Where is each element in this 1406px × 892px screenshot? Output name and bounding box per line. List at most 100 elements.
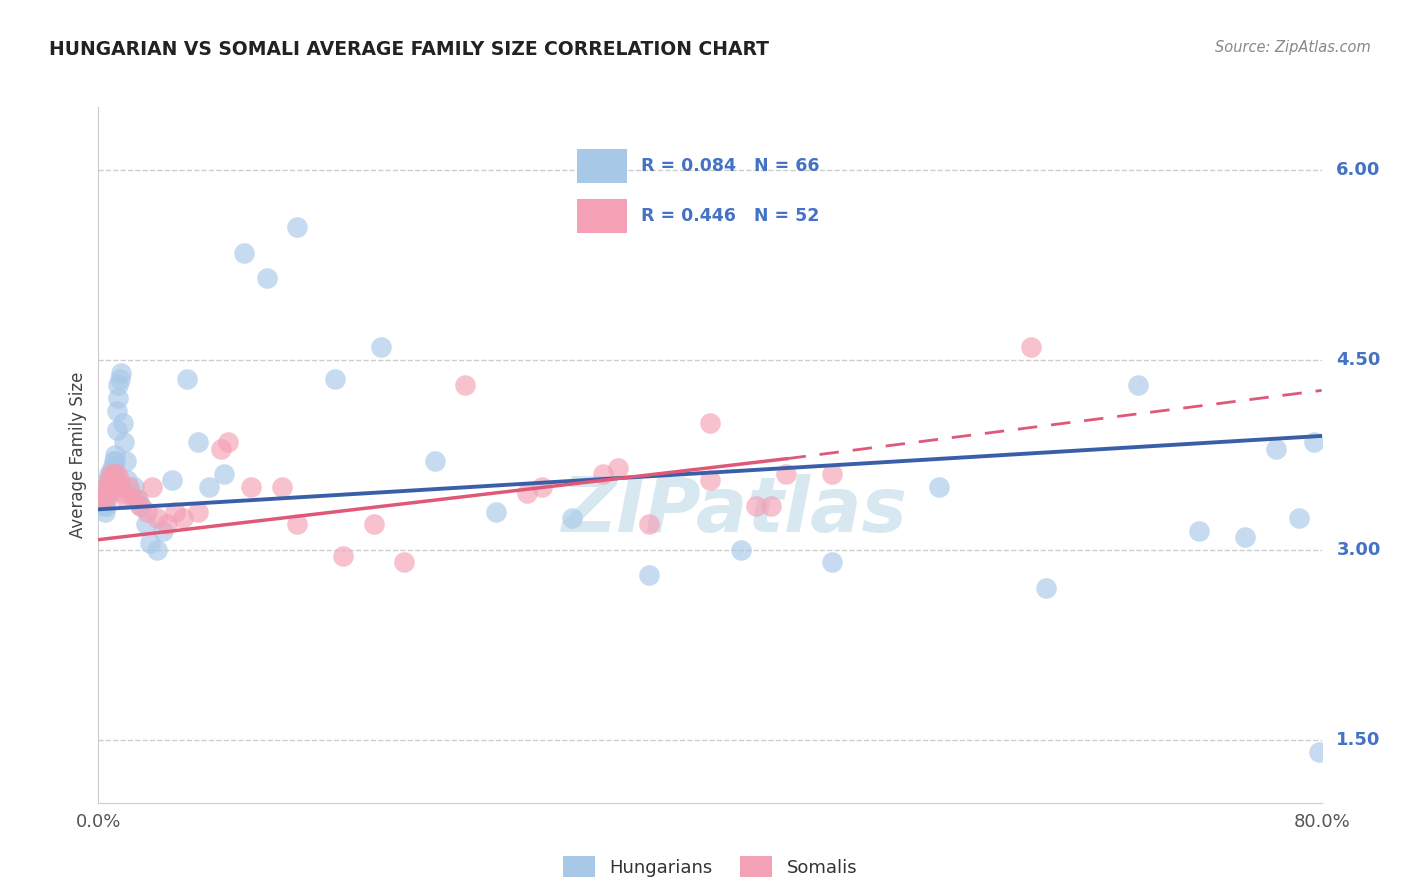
Text: 4.50: 4.50 — [1336, 351, 1381, 369]
Point — [100, 467, 122, 481]
Point — [103, 467, 125, 481]
Point — [97, 473, 120, 487]
Point — [103, 454, 125, 468]
Point — [118, 479, 141, 493]
Point — [111, 486, 134, 500]
Point — [1188, 524, 1211, 538]
Point — [821, 467, 844, 481]
Point — [105, 423, 128, 437]
Point — [730, 542, 752, 557]
Point — [1234, 530, 1257, 544]
Point — [107, 378, 129, 392]
Point — [115, 492, 138, 507]
FancyBboxPatch shape — [578, 149, 627, 183]
Point — [141, 479, 163, 493]
Point — [212, 467, 235, 481]
Point — [91, 492, 114, 507]
Legend: Hungarians, Somalis: Hungarians, Somalis — [555, 849, 865, 884]
Text: 3.00: 3.00 — [1336, 541, 1381, 558]
Point — [135, 517, 157, 532]
Point — [270, 479, 292, 493]
Text: ZIPatlas: ZIPatlas — [561, 474, 907, 548]
Point — [105, 467, 128, 481]
Point — [530, 479, 553, 493]
Point — [125, 492, 148, 507]
Point — [101, 479, 124, 493]
Point — [197, 479, 219, 493]
Point — [485, 505, 508, 519]
Point — [94, 479, 117, 493]
Point — [370, 340, 392, 354]
Point — [217, 435, 239, 450]
Point — [100, 479, 122, 493]
Point — [145, 542, 167, 557]
Point — [423, 454, 446, 468]
Point — [100, 473, 122, 487]
Point — [94, 492, 117, 507]
Point — [98, 467, 121, 481]
Text: HUNGARIAN VS SOMALI AVERAGE FAMILY SIZE CORRELATION CHART: HUNGARIAN VS SOMALI AVERAGE FAMILY SIZE … — [49, 40, 769, 59]
Point — [163, 505, 186, 519]
Point — [110, 366, 132, 380]
Point — [108, 473, 131, 487]
Point — [112, 435, 135, 450]
Point — [98, 473, 121, 487]
Point — [117, 473, 139, 487]
Point — [1035, 581, 1057, 595]
Point — [93, 492, 115, 507]
Point — [94, 479, 117, 493]
Text: 1.50: 1.50 — [1336, 731, 1381, 748]
Point — [775, 467, 797, 481]
Point — [1308, 745, 1330, 759]
Point — [1128, 378, 1150, 392]
Point — [101, 460, 124, 475]
Point — [561, 511, 583, 525]
Point — [104, 473, 127, 487]
Point — [152, 524, 174, 538]
Point — [240, 479, 263, 493]
Point — [129, 499, 152, 513]
Point — [156, 517, 179, 532]
Point — [256, 270, 278, 285]
Point — [108, 372, 131, 386]
Point — [325, 372, 347, 386]
Point — [285, 517, 308, 532]
Point — [127, 492, 149, 507]
Point — [637, 517, 661, 532]
Point — [103, 460, 125, 475]
Point — [98, 479, 121, 493]
Point — [209, 442, 232, 456]
Point — [122, 479, 145, 493]
Point — [139, 536, 162, 550]
Point — [1303, 435, 1326, 450]
Point — [1288, 511, 1310, 525]
Point — [160, 473, 183, 487]
Point — [100, 467, 122, 481]
Point — [745, 499, 768, 513]
Point — [454, 378, 477, 392]
Point — [607, 460, 630, 475]
Point — [94, 499, 117, 513]
Point — [107, 479, 129, 493]
Point — [93, 486, 115, 500]
Point — [110, 479, 132, 493]
Point — [98, 486, 121, 500]
Point — [104, 448, 127, 462]
Point — [637, 568, 661, 582]
Point — [101, 473, 124, 487]
Point — [120, 486, 142, 500]
Point — [100, 479, 122, 493]
Point — [187, 435, 209, 450]
Point — [176, 372, 198, 386]
Y-axis label: Average Family Size: Average Family Size — [69, 372, 87, 538]
Point — [91, 499, 114, 513]
Text: Source: ZipAtlas.com: Source: ZipAtlas.com — [1215, 40, 1371, 55]
Point — [363, 517, 385, 532]
Point — [122, 492, 145, 507]
Point — [98, 473, 121, 487]
Point — [332, 549, 354, 563]
Point — [111, 417, 134, 431]
Point — [699, 417, 721, 431]
Point — [115, 454, 138, 468]
Text: 6.00: 6.00 — [1336, 161, 1381, 179]
